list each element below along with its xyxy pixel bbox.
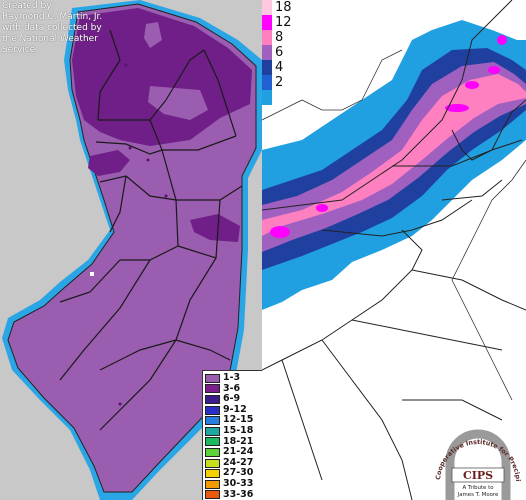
nj-legend-item: 6-9 xyxy=(205,394,262,405)
nj-legend-label: 24-27 xyxy=(223,456,254,468)
credit-line-1: Created by xyxy=(2,1,52,11)
northeast-snowfall-panel: 18 12 8 6 4 2 Cooperative Institute for Preci… xyxy=(262,0,526,500)
nj-legend-label: 21-24 xyxy=(223,446,254,458)
nj-legend-label: 18-21 xyxy=(223,435,254,447)
nj-legend-swatch xyxy=(205,384,220,394)
cips-tribute-line-1: A Tribute to xyxy=(462,485,493,491)
nj-light-patch-ridge xyxy=(148,86,208,120)
nj-light-patch-north xyxy=(144,22,162,48)
map-credit: Created by Raymond C. Martin, Jr. with d… xyxy=(2,1,132,56)
ne-legend-label: 2 xyxy=(275,75,284,90)
cips-arch xyxy=(445,429,511,500)
ne-legend-swatch xyxy=(262,75,272,90)
ne-legend-item xyxy=(262,90,298,105)
ne-snow-max-spots xyxy=(270,35,507,238)
nj-legend-item: 3-6 xyxy=(205,382,262,395)
nj-legend-label: 9-12 xyxy=(223,403,247,415)
ne-coastline xyxy=(451,159,526,401)
ne-legend-item: 4 xyxy=(262,60,298,75)
ne-state-boundaries xyxy=(262,0,526,500)
nj-legend-label: 27-30 xyxy=(223,467,254,479)
ne-great-lakes-outline xyxy=(262,49,403,121)
nj-legend-item: 1-3 xyxy=(205,373,262,384)
nj-snowfall-map xyxy=(2,0,262,500)
nj-station-marker-white xyxy=(90,272,94,276)
nj-legend-item: 30-33 xyxy=(205,477,262,490)
ne-legend-label: 4 xyxy=(275,60,284,75)
ne-legend-item: 12 xyxy=(262,15,298,30)
nj-legend-label: 6-9 xyxy=(223,393,241,405)
nj-legend-item: 21-24 xyxy=(205,447,262,458)
nj-legend-label: 33-36 xyxy=(223,488,254,500)
nj-legend-swatch xyxy=(205,373,220,383)
northeast-snowfall-map xyxy=(262,0,526,500)
nj-legend-item: 12-15 xyxy=(205,415,262,426)
ne-legend-label: 18 xyxy=(275,0,292,15)
ne-legend-item: 6 xyxy=(262,45,298,60)
nj-legend-swatch xyxy=(205,437,220,447)
ne-legend-item: 8 xyxy=(262,30,298,45)
nj-legend-swatch xyxy=(205,405,220,415)
ne-legend-swatch xyxy=(262,60,272,75)
nj-legend-label: 30-33 xyxy=(223,477,254,489)
ne-legend-swatch xyxy=(262,45,272,60)
nj-legend-item: 33-36 xyxy=(205,488,262,500)
nj-county-lines xyxy=(59,29,243,431)
nj-snowfall-panel: Created by Raymond C. Martin, Jr. with d… xyxy=(0,0,262,500)
ne-legend-label: 8 xyxy=(275,30,284,45)
nj-legend-swatch xyxy=(205,479,220,489)
ne-legend-swatch xyxy=(262,90,272,105)
northeast-snowfall-legend: 18 12 8 6 4 2 xyxy=(262,0,298,105)
nj-legend-label: 3-6 xyxy=(223,382,241,394)
credit-line-4: the National Weather xyxy=(2,34,98,44)
nj-legend-item: 18-21 xyxy=(205,435,262,448)
nj-legend-item: 9-12 xyxy=(205,403,262,416)
credit-line-5: Service xyxy=(2,45,36,55)
credit-line-2: Raymond C. Martin, Jr. xyxy=(2,12,103,22)
ne-legend-swatch xyxy=(262,15,272,30)
ne-legend-swatch xyxy=(262,30,272,45)
nj-station-markers xyxy=(118,63,168,406)
nj-snowfall-legend: 1-3 3-6 6-9 9-12 12-15 15-18 18-21 21-24 24-27 27… xyxy=(202,370,262,500)
nj-legend-swatch xyxy=(205,469,220,479)
credit-line-3: with data collected by xyxy=(2,23,102,33)
nj-heavy-patch-west xyxy=(88,150,130,176)
nj-legend-swatch xyxy=(205,447,220,457)
nj-legend-swatch xyxy=(205,394,220,404)
cips-logo: Cooperative Institute for Precipitation … xyxy=(430,404,522,500)
nj-legend-item: 27-30 xyxy=(205,468,262,479)
nj-legend-item: 24-27 xyxy=(205,456,262,469)
ne-legend-item: 18 xyxy=(262,0,298,15)
cips-name: CIPS xyxy=(463,469,493,482)
ne-legend-item: 2 xyxy=(262,75,298,90)
nj-legend-swatch xyxy=(205,426,220,436)
nj-legend-swatch xyxy=(205,416,220,426)
nj-heavy-patch-central xyxy=(190,214,240,242)
ne-legend-label: 12 xyxy=(275,15,292,30)
ne-legend-label: 6 xyxy=(275,45,284,60)
nj-legend-label: 12-15 xyxy=(223,414,254,426)
nj-heavy-region-north xyxy=(72,8,252,146)
nj-legend-label: 1-3 xyxy=(223,372,241,384)
cips-name-box xyxy=(451,467,505,483)
nj-legend-swatch xyxy=(205,458,220,468)
nj-legend-item: 15-18 xyxy=(205,426,262,437)
ne-snow-band-pink xyxy=(262,74,526,236)
ne-legend-swatch xyxy=(262,0,272,15)
nj-legend-swatch xyxy=(205,490,220,500)
cips-tribute-line-2: James T. Moore xyxy=(457,492,499,498)
nj-legend-label: 15-18 xyxy=(223,425,254,437)
